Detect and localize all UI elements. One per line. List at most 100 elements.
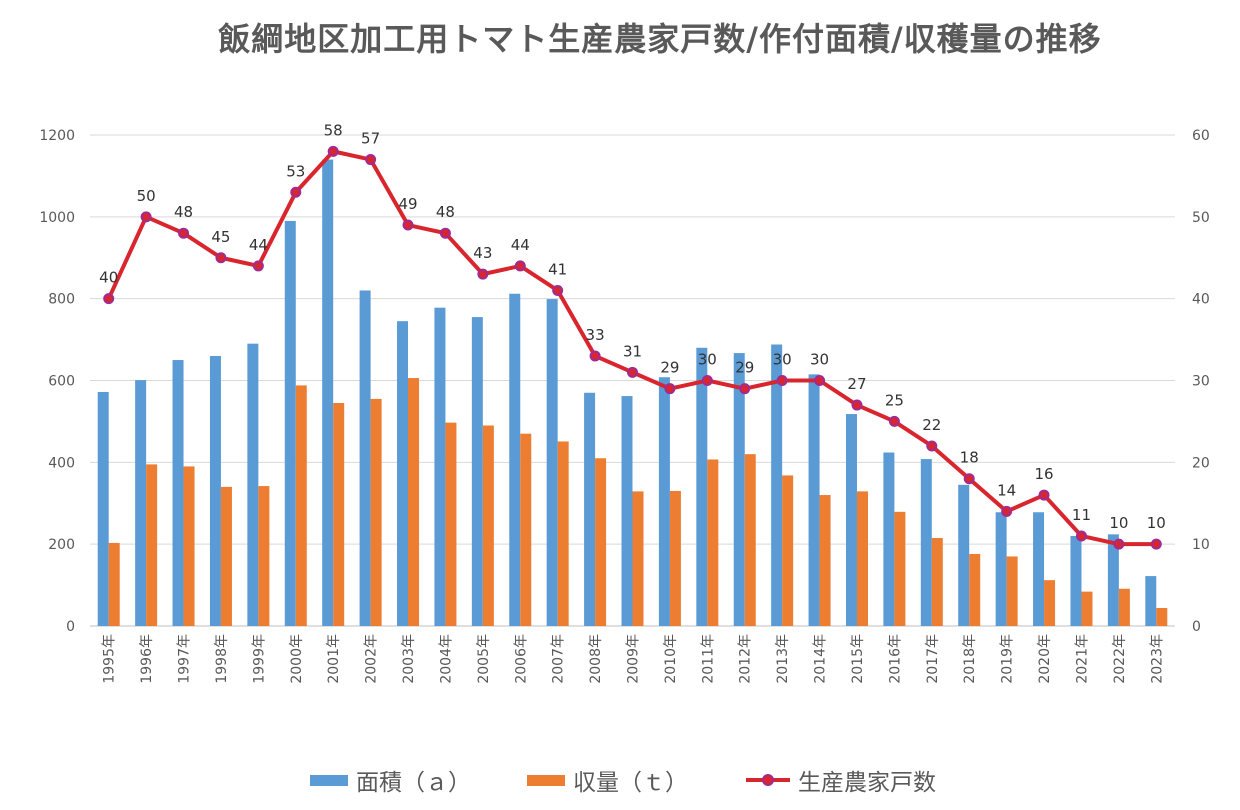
farmers-data-label: 49 bbox=[398, 195, 417, 213]
bar-yield bbox=[370, 398, 382, 626]
farmers-marker bbox=[1075, 530, 1087, 542]
x-tick-label: 2006年 bbox=[513, 634, 529, 684]
farmers-marker bbox=[1001, 505, 1013, 517]
legend-item-yield: 収量（ｔ） bbox=[527, 762, 688, 798]
farmers-data-label: 11 bbox=[1072, 506, 1091, 524]
farmers-data-label: 45 bbox=[211, 228, 230, 246]
x-tick-label: 2016年 bbox=[887, 634, 903, 684]
farmers-marker bbox=[776, 375, 788, 386]
y-right-tick-label: 20 bbox=[1192, 455, 1210, 471]
y-left-tick-label: 0 bbox=[66, 619, 75, 635]
farmers-marker bbox=[589, 350, 601, 362]
farmers-marker bbox=[477, 268, 489, 280]
bar-yield bbox=[819, 495, 831, 626]
farmers-data-label: 30 bbox=[773, 351, 792, 369]
farmers-marker bbox=[701, 375, 713, 386]
bar-yield bbox=[408, 378, 420, 626]
bar-yield bbox=[1156, 607, 1168, 626]
x-tick-label: 2021年 bbox=[1074, 634, 1090, 684]
y-left-tick-label: 400 bbox=[48, 455, 75, 471]
farmers-data-label: 33 bbox=[586, 326, 605, 344]
bar-yield bbox=[595, 458, 607, 626]
farmers-marker bbox=[1113, 538, 1125, 550]
farmers-marker bbox=[888, 415, 900, 427]
farmers-marker bbox=[140, 211, 152, 223]
bar-area bbox=[584, 392, 596, 626]
x-tick-label: 1997年 bbox=[177, 634, 193, 684]
x-tick-label: 1996年 bbox=[139, 634, 155, 684]
bar-area bbox=[359, 290, 371, 626]
x-tick-label: 2014年 bbox=[813, 634, 829, 684]
bar-area bbox=[995, 512, 1007, 626]
farmers-data-label: 44 bbox=[249, 236, 268, 254]
y-left-tick-label: 800 bbox=[48, 292, 75, 308]
farmers-marker bbox=[814, 375, 826, 386]
x-tick-label: 2022年 bbox=[1112, 634, 1128, 684]
x-tick-label: 2019年 bbox=[1000, 634, 1016, 684]
bar-yield bbox=[1044, 580, 1056, 626]
farmers-data-label: 31 bbox=[623, 342, 642, 360]
y-left-tick-label: 1200 bbox=[39, 128, 75, 144]
bar-yield bbox=[258, 486, 270, 626]
bar-yield bbox=[520, 433, 532, 626]
bar-area bbox=[471, 317, 483, 626]
farmers-marker bbox=[963, 473, 975, 485]
farmers-marker bbox=[664, 383, 676, 395]
bar-area bbox=[209, 355, 221, 626]
x-tick-label: 2023年 bbox=[1149, 634, 1165, 684]
farmers-data-label: 40 bbox=[99, 269, 118, 287]
farmers-data-label: 30 bbox=[810, 351, 829, 369]
bar-yield bbox=[632, 491, 644, 626]
bar-yield bbox=[1118, 588, 1130, 626]
bar-yield bbox=[482, 425, 494, 626]
bar-yield bbox=[557, 441, 569, 626]
bar-area bbox=[808, 374, 820, 626]
bar-area bbox=[696, 347, 708, 626]
y-left-tick-label: 1000 bbox=[39, 210, 75, 226]
x-tick-label: 2001年 bbox=[326, 634, 342, 684]
x-tick-label: 2011年 bbox=[700, 634, 716, 684]
bar-area bbox=[1145, 576, 1157, 626]
legend-label-area: 面積（ａ） bbox=[356, 770, 471, 796]
farmers-data-label: 29 bbox=[660, 359, 679, 377]
farmers-data-label: 58 bbox=[324, 121, 343, 139]
x-tick-label: 2004年 bbox=[438, 634, 454, 684]
farmers-marker bbox=[1038, 489, 1050, 501]
bar-area bbox=[509, 293, 521, 626]
farmers-data-label: 43 bbox=[473, 244, 492, 262]
farmers-data-label: 41 bbox=[548, 260, 567, 278]
farmers-marker bbox=[439, 227, 451, 239]
bar-area bbox=[733, 353, 745, 626]
farmers-marker bbox=[103, 293, 115, 305]
bar-area bbox=[1070, 535, 1082, 626]
x-tick-label: 2008年 bbox=[588, 634, 604, 684]
bar-area bbox=[172, 360, 184, 626]
farmers-marker bbox=[252, 260, 264, 272]
farmers-data-label: 50 bbox=[137, 187, 156, 205]
bar-yield bbox=[183, 466, 195, 626]
line-series: 40 50 48 45 44 53 58 57 49 48 43 44 41 33 31 29 30 29 30 30… bbox=[99, 121, 1166, 550]
bar-yield bbox=[146, 464, 158, 626]
farmers-marker bbox=[1150, 538, 1162, 550]
bars bbox=[97, 159, 1168, 627]
y-right-tick-label: 10 bbox=[1192, 537, 1210, 553]
y-right-tick-label: 30 bbox=[1192, 374, 1210, 390]
bar-area bbox=[247, 343, 259, 626]
bar-area bbox=[920, 459, 932, 626]
bar-area bbox=[1107, 534, 1119, 626]
bar-yield bbox=[894, 511, 906, 626]
farmers-marker bbox=[215, 252, 227, 264]
x-tick-label: 1998年 bbox=[214, 634, 230, 684]
farmers-data-label: 57 bbox=[361, 130, 380, 148]
bar-yield bbox=[856, 491, 868, 626]
bar-yield bbox=[707, 459, 719, 626]
farmers-data-label: 10 bbox=[1109, 514, 1128, 532]
bar-area bbox=[284, 220, 296, 627]
farmers-data-label: 48 bbox=[174, 203, 193, 221]
farmers-marker bbox=[851, 399, 863, 411]
farmers-marker bbox=[926, 440, 938, 452]
bar-area bbox=[322, 159, 334, 627]
y-right-tick-label: 50 bbox=[1192, 210, 1210, 226]
chart-title: 飯綱地区加工用トマト生産農家戸数/作付面積/収穫量の推移 bbox=[218, 20, 1102, 58]
bar-yield bbox=[782, 475, 794, 626]
